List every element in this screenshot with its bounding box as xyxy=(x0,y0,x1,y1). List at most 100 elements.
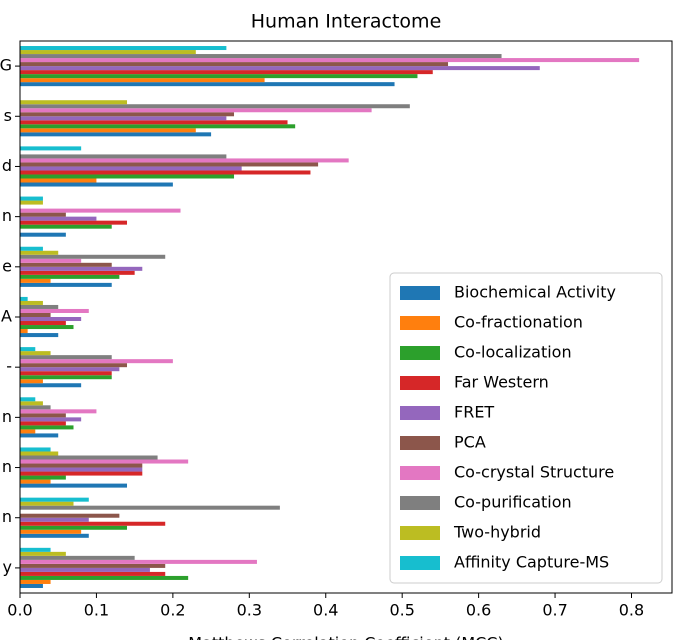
bar xyxy=(20,455,158,460)
x-tick-label: 0.2 xyxy=(160,601,185,620)
x-tick-label: 0.7 xyxy=(542,601,567,620)
bar xyxy=(20,158,349,163)
bar xyxy=(20,232,66,237)
x-axis-label: Matthews Correlation Coefficient (MCC) xyxy=(188,634,503,640)
bar xyxy=(20,467,143,472)
bar xyxy=(20,174,235,179)
bar xyxy=(20,246,43,251)
bar xyxy=(20,258,82,263)
bar xyxy=(20,182,173,187)
bar xyxy=(20,200,43,205)
bar xyxy=(20,124,296,129)
bar xyxy=(20,401,43,406)
bar xyxy=(20,300,43,305)
bar xyxy=(20,270,135,275)
bar xyxy=(20,351,51,356)
bar xyxy=(20,429,36,434)
x-tick-label: 0.1 xyxy=(84,601,109,620)
bar xyxy=(20,567,150,572)
bar xyxy=(20,563,166,568)
bar xyxy=(20,517,89,522)
bar xyxy=(20,220,128,225)
bar xyxy=(20,274,120,279)
x-tick-label: 0.4 xyxy=(313,601,338,620)
bar xyxy=(20,463,143,468)
legend-label: Far Western xyxy=(454,373,549,392)
bar xyxy=(20,178,97,183)
bar xyxy=(20,74,418,79)
bar xyxy=(20,196,43,201)
bar xyxy=(20,559,257,564)
legend-label: Co-localization xyxy=(454,343,572,362)
bar xyxy=(20,379,43,384)
bar xyxy=(20,355,112,360)
legend-swatch xyxy=(400,556,440,570)
bar xyxy=(20,579,51,584)
x-tick-label: 0.5 xyxy=(389,601,414,620)
bar xyxy=(20,375,112,380)
bar xyxy=(20,513,120,518)
y-tick-label: y xyxy=(3,557,12,576)
bar xyxy=(20,397,36,402)
y-tick-label: d xyxy=(2,156,12,175)
bar xyxy=(20,571,166,576)
bar xyxy=(20,547,51,552)
legend-swatch xyxy=(400,526,440,540)
bar xyxy=(20,250,59,255)
y-tick-label: n xyxy=(2,206,12,225)
bar xyxy=(20,533,89,538)
bar xyxy=(20,575,189,580)
bar xyxy=(20,46,227,51)
bar xyxy=(20,333,59,338)
bar xyxy=(20,312,51,317)
legend-swatch xyxy=(400,316,440,330)
bar xyxy=(20,78,265,83)
legend-swatch xyxy=(400,466,440,480)
x-tick-label: 0.0 xyxy=(7,601,32,620)
bar xyxy=(20,371,112,376)
y-tick-label: n xyxy=(2,457,12,476)
bar xyxy=(20,58,640,63)
bar xyxy=(20,70,433,75)
bar xyxy=(20,433,59,438)
bar xyxy=(20,405,51,410)
bar xyxy=(20,359,173,364)
legend-swatch xyxy=(400,376,440,390)
legend-box xyxy=(389,272,663,584)
legend-swatch xyxy=(400,406,440,420)
bar xyxy=(20,154,227,159)
bar xyxy=(20,471,143,476)
bar xyxy=(20,321,66,326)
bar xyxy=(20,166,242,171)
bar xyxy=(20,262,112,267)
y-tick-label: G xyxy=(0,56,12,75)
legend-label: PCA xyxy=(454,433,486,452)
bar xyxy=(20,266,143,271)
chart-title: Human Interactome xyxy=(251,11,442,33)
y-tick-label: A xyxy=(1,307,12,326)
y-tick-label: s xyxy=(4,106,12,125)
bar xyxy=(20,383,82,388)
bar xyxy=(20,417,82,422)
legend-swatch xyxy=(400,346,440,360)
bar xyxy=(20,66,540,71)
bar xyxy=(20,82,395,87)
legend-label: Co-purification xyxy=(454,493,572,512)
y-tick-label: e xyxy=(2,256,12,275)
bar xyxy=(20,120,288,125)
legend-swatch xyxy=(400,496,440,510)
bar xyxy=(20,278,51,283)
bar xyxy=(20,421,66,426)
legend-label: Biochemical Activity xyxy=(454,283,616,302)
bar xyxy=(20,479,51,484)
bar xyxy=(20,475,66,480)
bar xyxy=(20,170,311,175)
legend-label: Co-fractionation xyxy=(454,313,583,332)
bar xyxy=(20,497,89,502)
bar xyxy=(20,112,235,117)
bar xyxy=(20,62,449,67)
bar xyxy=(20,104,410,109)
bar xyxy=(20,451,59,456)
bar xyxy=(20,521,166,526)
